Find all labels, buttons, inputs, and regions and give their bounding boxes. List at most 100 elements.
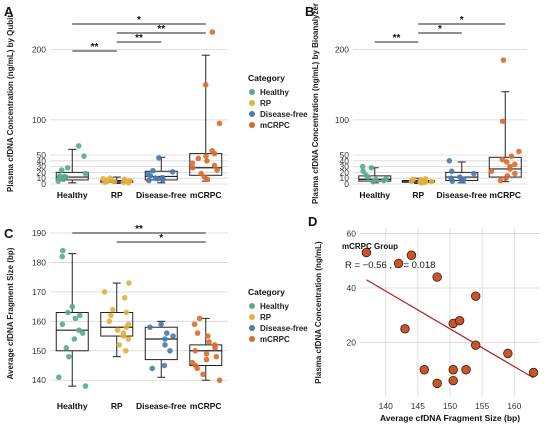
- data-point: [156, 155, 162, 161]
- data-point: [64, 164, 71, 171]
- chart-title: mCRPC Group: [342, 242, 398, 251]
- data-point: [400, 324, 410, 334]
- legend-title: Category: [248, 287, 285, 297]
- y-tick-label: 40: [347, 283, 357, 293]
- box: [144, 326, 178, 361]
- y-tick-label: 60: [347, 228, 357, 238]
- legend-marker: [249, 303, 255, 309]
- y-tick-label: 30: [37, 162, 47, 172]
- data-point: [108, 312, 114, 319]
- data-point: [71, 336, 78, 342]
- data-point: [448, 375, 458, 386]
- significance-label: *: [438, 24, 442, 35]
- data-point: [446, 158, 453, 164]
- data-point: [59, 247, 66, 254]
- data-point: [69, 303, 76, 310]
- data-point: [456, 174, 463, 180]
- data-point: [216, 377, 223, 384]
- panel-label: D: [308, 214, 317, 229]
- panel-d: D 20 40 60 140 145 150 155 160 mCRPC Group R = −0.…: [308, 214, 540, 423]
- data-point: [428, 178, 435, 185]
- legend-item: mCRPC: [260, 121, 290, 130]
- data-point: [114, 327, 121, 333]
- data-point: [72, 315, 79, 322]
- data-point: [169, 169, 176, 175]
- data-point: [373, 176, 379, 183]
- data-point: [65, 309, 71, 316]
- x-tick-label: mCRPC: [489, 190, 521, 200]
- data-point: [206, 339, 212, 345]
- data-point: [471, 291, 481, 301]
- data-point: [189, 359, 196, 366]
- legend-marker: [249, 89, 255, 95]
- y-axis-label: Plasma cfDNA Concentration (ng/mL): [314, 241, 323, 384]
- x-tick-label: mCRPC: [190, 401, 222, 411]
- x-tick-label: mCRPC: [190, 190, 222, 200]
- data-point: [75, 143, 82, 149]
- data-point: [161, 362, 168, 369]
- data-point: [120, 330, 127, 336]
- data-point: [360, 168, 366, 175]
- data-point: [512, 170, 518, 177]
- data-point: [192, 347, 199, 354]
- data-point: [499, 118, 506, 125]
- panel-label: A: [4, 4, 14, 19]
- data-point: [471, 340, 481, 350]
- data-point: [76, 327, 82, 333]
- panel-label: C: [4, 226, 14, 241]
- box: [100, 312, 134, 337]
- x-tick-label: 150: [443, 401, 457, 411]
- data-point: [363, 172, 369, 179]
- data-point: [158, 321, 164, 328]
- data-point: [61, 173, 67, 180]
- data-point: [109, 306, 116, 313]
- box: [55, 171, 89, 181]
- data-point: [198, 170, 204, 177]
- data-point: [471, 170, 477, 177]
- x-tick-label: Healthy: [57, 401, 88, 411]
- data-point: [528, 367, 539, 378]
- x-tick-label: 145: [411, 401, 425, 411]
- x-tick-label: 155: [475, 401, 489, 411]
- data-point: [146, 177, 152, 184]
- data-point: [214, 167, 220, 173]
- data-point: [145, 171, 152, 177]
- data-point: [122, 347, 129, 354]
- data-point: [116, 342, 123, 348]
- data-point: [162, 336, 168, 342]
- significance-label: **: [135, 33, 143, 44]
- x-tick-label: 160: [507, 401, 521, 411]
- data-point: [149, 365, 156, 372]
- y-tick-label: 20: [347, 337, 357, 347]
- data-point: [503, 348, 513, 359]
- y-tick-label: 160: [32, 316, 46, 326]
- data-point: [497, 177, 504, 184]
- data-point: [417, 177, 424, 183]
- data-point: [209, 29, 216, 35]
- x-tick-label: Disease-free: [136, 190, 187, 200]
- data-point: [359, 163, 366, 170]
- x-tick-label: RP: [111, 190, 123, 200]
- data-point: [125, 321, 132, 328]
- box: [189, 344, 223, 366]
- significance-label: **: [157, 24, 165, 35]
- significance-label: *: [159, 233, 163, 244]
- data-point: [152, 175, 159, 181]
- data-point: [410, 176, 417, 183]
- data-point: [56, 374, 62, 381]
- legend-marker: [249, 325, 255, 331]
- data-point: [170, 333, 176, 339]
- data-point: [121, 176, 128, 183]
- legend-item: Disease-free: [260, 324, 308, 333]
- data-point: [150, 167, 156, 174]
- data-point: [101, 289, 108, 295]
- data-point: [361, 247, 372, 258]
- data-point: [123, 309, 130, 316]
- data-point: [204, 158, 210, 164]
- data-point: [448, 175, 454, 181]
- y-tick-label: 190: [32, 228, 46, 238]
- y-tick-label: 0: [344, 179, 349, 189]
